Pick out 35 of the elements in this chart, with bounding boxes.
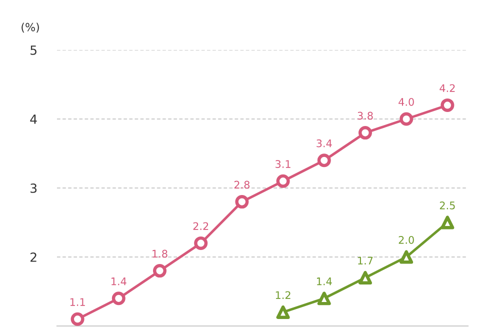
data-label: 1.4 [317,278,332,286]
data-label: 1.2 [276,291,290,299]
data-label: 3.1 [276,160,290,168]
point [70,312,84,326]
point [440,98,454,112]
data-label: 1.7 [358,256,373,264]
y-tick-label: 3 [30,183,37,193]
point [358,126,372,140]
data-label: 2.0 [398,236,414,244]
data-label: 3.8 [358,112,373,120]
data-label: 1.8 [152,250,168,258]
point [440,216,454,230]
y-tick-label: 2 [30,252,36,262]
point [112,292,126,306]
point [358,270,372,284]
y-tick-label: 5 [30,46,36,55]
data-label: 1.4 [112,278,126,286]
data-label: 1.1 [70,298,85,306]
data-label: 3.4 [316,139,332,148]
point [400,250,414,264]
data-label: 4.2 [440,84,455,92]
data-label: 4.0 [398,98,414,106]
point [194,236,208,250]
y-tick-label: 4 [30,114,37,124]
point [400,112,414,126]
data-label: 2.8 [234,180,250,189]
point [153,264,166,278]
data-label: 2.5 [440,201,455,210]
y-axis-title: (%) [22,22,39,33]
point [317,154,331,168]
point [235,195,249,209]
point [276,174,290,188]
point [317,292,331,306]
data-label: 2.2 [193,222,208,230]
point [276,305,290,319]
